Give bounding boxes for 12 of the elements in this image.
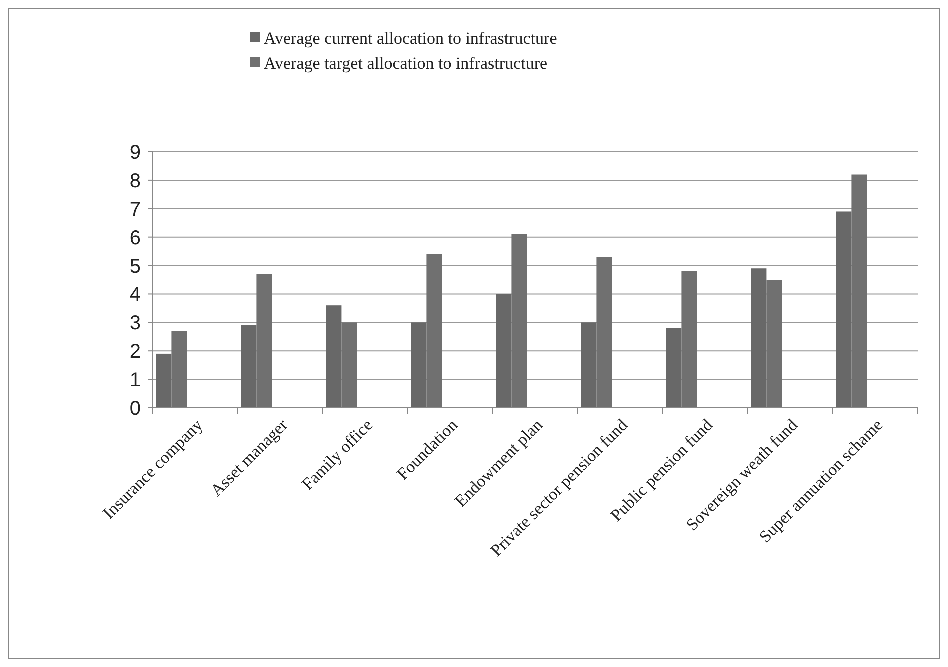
y-tick-label: 8 — [130, 170, 141, 192]
y-tick-label: 6 — [130, 227, 141, 250]
y-tick-label: 0 — [130, 398, 141, 420]
legend-label: Average target allocation to infrastructure — [264, 54, 548, 73]
y-tick-label: 2 — [130, 341, 141, 364]
y-tick-label: 7 — [130, 198, 141, 221]
y-tick-label: 4 — [130, 284, 141, 306]
y-tick-label: 5 — [130, 256, 141, 278]
y-tick-label: 3 — [130, 312, 141, 335]
y-tick-label: 9 — [130, 142, 141, 164]
legend-label: Average current allocation to infrastructure — [264, 28, 558, 48]
y-tick-label: 1 — [130, 370, 141, 392]
